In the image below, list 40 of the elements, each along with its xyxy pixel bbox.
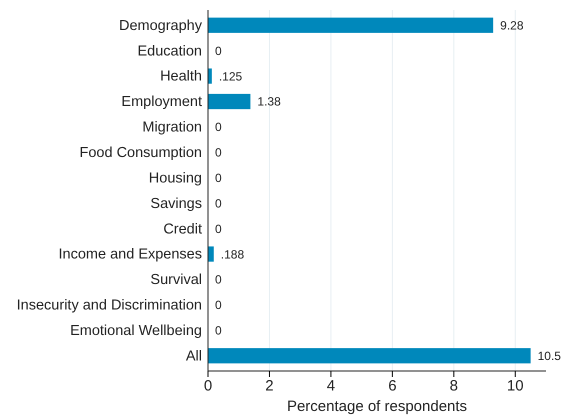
- y-tick-label: Emotional Wellbeing: [70, 322, 202, 339]
- data-label: 0: [215, 170, 222, 185]
- data-label: 1.38: [257, 94, 282, 109]
- data-label: 0: [215, 146, 222, 160]
- data-label: 10.5: [538, 348, 562, 363]
- x-tick-label: 0: [204, 378, 212, 395]
- y-tick-label: Health: [160, 68, 202, 85]
- bar: [208, 18, 494, 33]
- y-tick-label: Credit: [163, 221, 202, 238]
- data-label: .188: [220, 247, 244, 262]
- x-axis-title: Percentage of respondents: [286, 398, 468, 415]
- y-tick-label: Housing: [148, 170, 202, 186]
- y-tick-label: Savings: [150, 196, 202, 212]
- data-label: 0: [215, 298, 222, 312]
- data-label: 0: [215, 120, 222, 134]
- x-tick-label: 6: [388, 378, 397, 395]
- y-tick-label: Employment: [121, 94, 202, 110]
- y-tick-label: Survival: [150, 272, 202, 288]
- data-label: 0: [215, 272, 222, 287]
- data-label: .125: [218, 69, 243, 84]
- y-tick-label: Migration: [142, 120, 202, 136]
- x-tick-label: 10: [506, 378, 524, 395]
- data-label: 0: [215, 196, 222, 210]
- x-tick-label: 8: [450, 378, 458, 395]
- bar: [208, 94, 250, 110]
- bar: [208, 246, 214, 262]
- data-label: 9.28: [500, 18, 524, 32]
- y-tick-label: Insecurity and Discrimination: [16, 298, 202, 314]
- y-tick-label: Demography: [118, 18, 203, 34]
- data-label: 0: [215, 44, 222, 58]
- bar: [208, 68, 212, 84]
- y-tick-label: Income and Expenses: [58, 246, 202, 263]
- y-tick-label: All: [186, 348, 202, 364]
- x-tick-label: 4: [326, 378, 336, 395]
- x-tick-label: 2: [265, 378, 274, 395]
- data-label: 0: [215, 324, 222, 338]
- data-label: 0: [215, 222, 222, 236]
- bar: [208, 348, 531, 364]
- y-tick-label: Food Consumption: [79, 145, 202, 162]
- y-tick-label: Education: [138, 43, 202, 60]
